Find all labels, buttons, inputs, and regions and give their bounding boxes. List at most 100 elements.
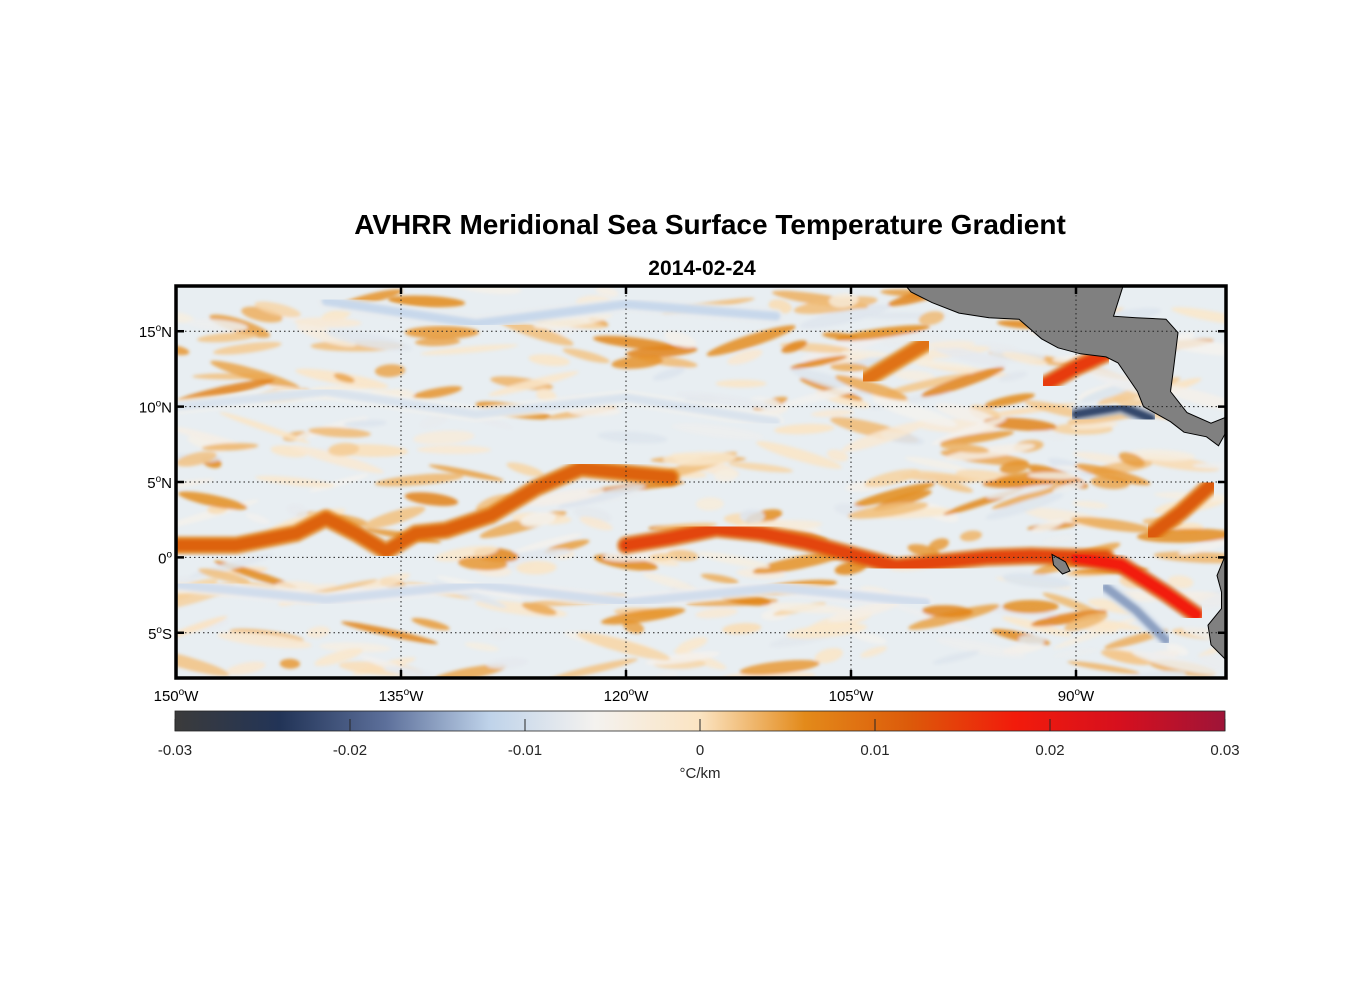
texture-blob [906,359,974,369]
texture-blob [1101,649,1153,665]
texture-blob [1042,592,1101,615]
texture-blob [490,628,511,640]
texture-blob [197,332,258,343]
texture-blob [488,371,579,397]
texture-blob [706,325,796,356]
texture-blob [201,443,259,451]
texture-blob [1002,573,1071,589]
texture-blob [922,605,973,618]
longitude-labels: 150oW 135oW 120oW 105oW 90oW [154,687,1095,705]
texture-blob [935,479,974,493]
texture-blob [835,375,908,401]
texture-blob [853,482,935,507]
texture-blob [830,363,869,372]
texture-blob [314,648,363,667]
texture-blob [676,392,776,409]
texture-blob [1002,599,1059,614]
texture-blob [521,602,557,616]
texture-blob [727,349,763,365]
texture-blob [213,341,282,355]
texture-blob [557,484,646,509]
colorbar-tick-label: -0.01 [508,742,542,759]
texture-blob [595,286,619,297]
texture-blob [715,379,767,388]
lat-label: 10oN [139,399,172,417]
texture-blob [579,516,613,531]
texture-blob [524,488,604,507]
texture-blob [1178,538,1226,555]
texture-blob [901,473,978,483]
texture-blob [388,295,466,308]
texture-blob [296,323,357,347]
texture-blob [695,608,738,619]
texture-blob [933,345,1008,367]
texture-blob [894,370,935,381]
texture-blob [1192,462,1226,469]
latitude-labels: 15oN 10oN 5oN 0o 5oS [139,323,173,643]
lon-label: 150oW [154,687,200,705]
texture-blob [187,319,248,331]
texture-blob [1002,642,1045,655]
texture-blob [960,530,982,542]
texture-blob [984,393,1035,408]
texture-blob [404,492,459,506]
texture-blob [287,504,308,519]
texture-blob [416,445,492,454]
texture-blob [1166,643,1189,656]
lon-label: 105oW [829,687,875,705]
lat-label: 0o [158,549,172,567]
texture-blob [781,340,808,353]
colorbar-tick-label: -0.03 [158,742,192,759]
texture-blob [1070,517,1154,533]
texture-blob [210,360,300,390]
texture-blob [1067,661,1140,674]
texture-blob [649,552,676,561]
texture-blob [940,430,1014,446]
texture-blob [664,331,697,348]
texture-blob [308,427,371,438]
colorbar: -0.03 -0.02 -0.01 0 0.01 0.02 0.03 °C/km [158,710,1240,782]
texture-blob [513,533,583,553]
north-band [176,384,784,430]
map-title: AVHRR Meridional Sea Surface Temperature… [354,209,1066,240]
texture-blob [325,329,412,352]
colorbar-tick-label: 0.02 [1035,742,1064,759]
texture-blob [645,651,721,666]
texture-blob [999,460,1030,474]
map-subtitle: 2014-02-24 [648,257,756,280]
texture-blob [176,647,230,677]
texture-blob [700,573,739,584]
texture-blob [790,355,848,369]
map-panel[interactable]: 15oN 10oN 5oN 0o 5oS 150oW 135oW 120oW 105oW 90o… [134,277,1286,705]
texture-blob [799,304,890,329]
galapagos-land [1051,553,1071,575]
texture-blob [827,600,900,622]
texture-blob [411,386,463,400]
equatorial-front [176,459,680,561]
texture-blob [928,538,950,551]
texture-blob [926,340,976,349]
texture-blob [343,419,387,428]
texture-blob [671,423,764,440]
texture-blob [1132,651,1219,675]
texture-blob [785,623,868,639]
texture-blob [414,337,461,347]
texture-blob [576,632,671,661]
texture-blob [306,626,330,638]
texture-blob [516,560,557,575]
texture-blob [860,646,888,658]
texture-blob [774,423,835,435]
texture-blob [506,462,544,477]
texture-blob [739,509,765,524]
colorbar-tick-label: 0.01 [860,742,889,759]
texture-blob [864,469,920,488]
lon-label: 135oW [379,687,425,705]
texture-blob [486,658,528,669]
texture-blob [279,658,301,669]
texture-blob [799,332,894,362]
texture-blob [752,550,848,574]
colorbar-tick-label: 0.03 [1210,742,1239,759]
texture-blob [458,556,508,571]
texture-blob [991,480,1074,510]
texture-blob [931,417,1007,445]
